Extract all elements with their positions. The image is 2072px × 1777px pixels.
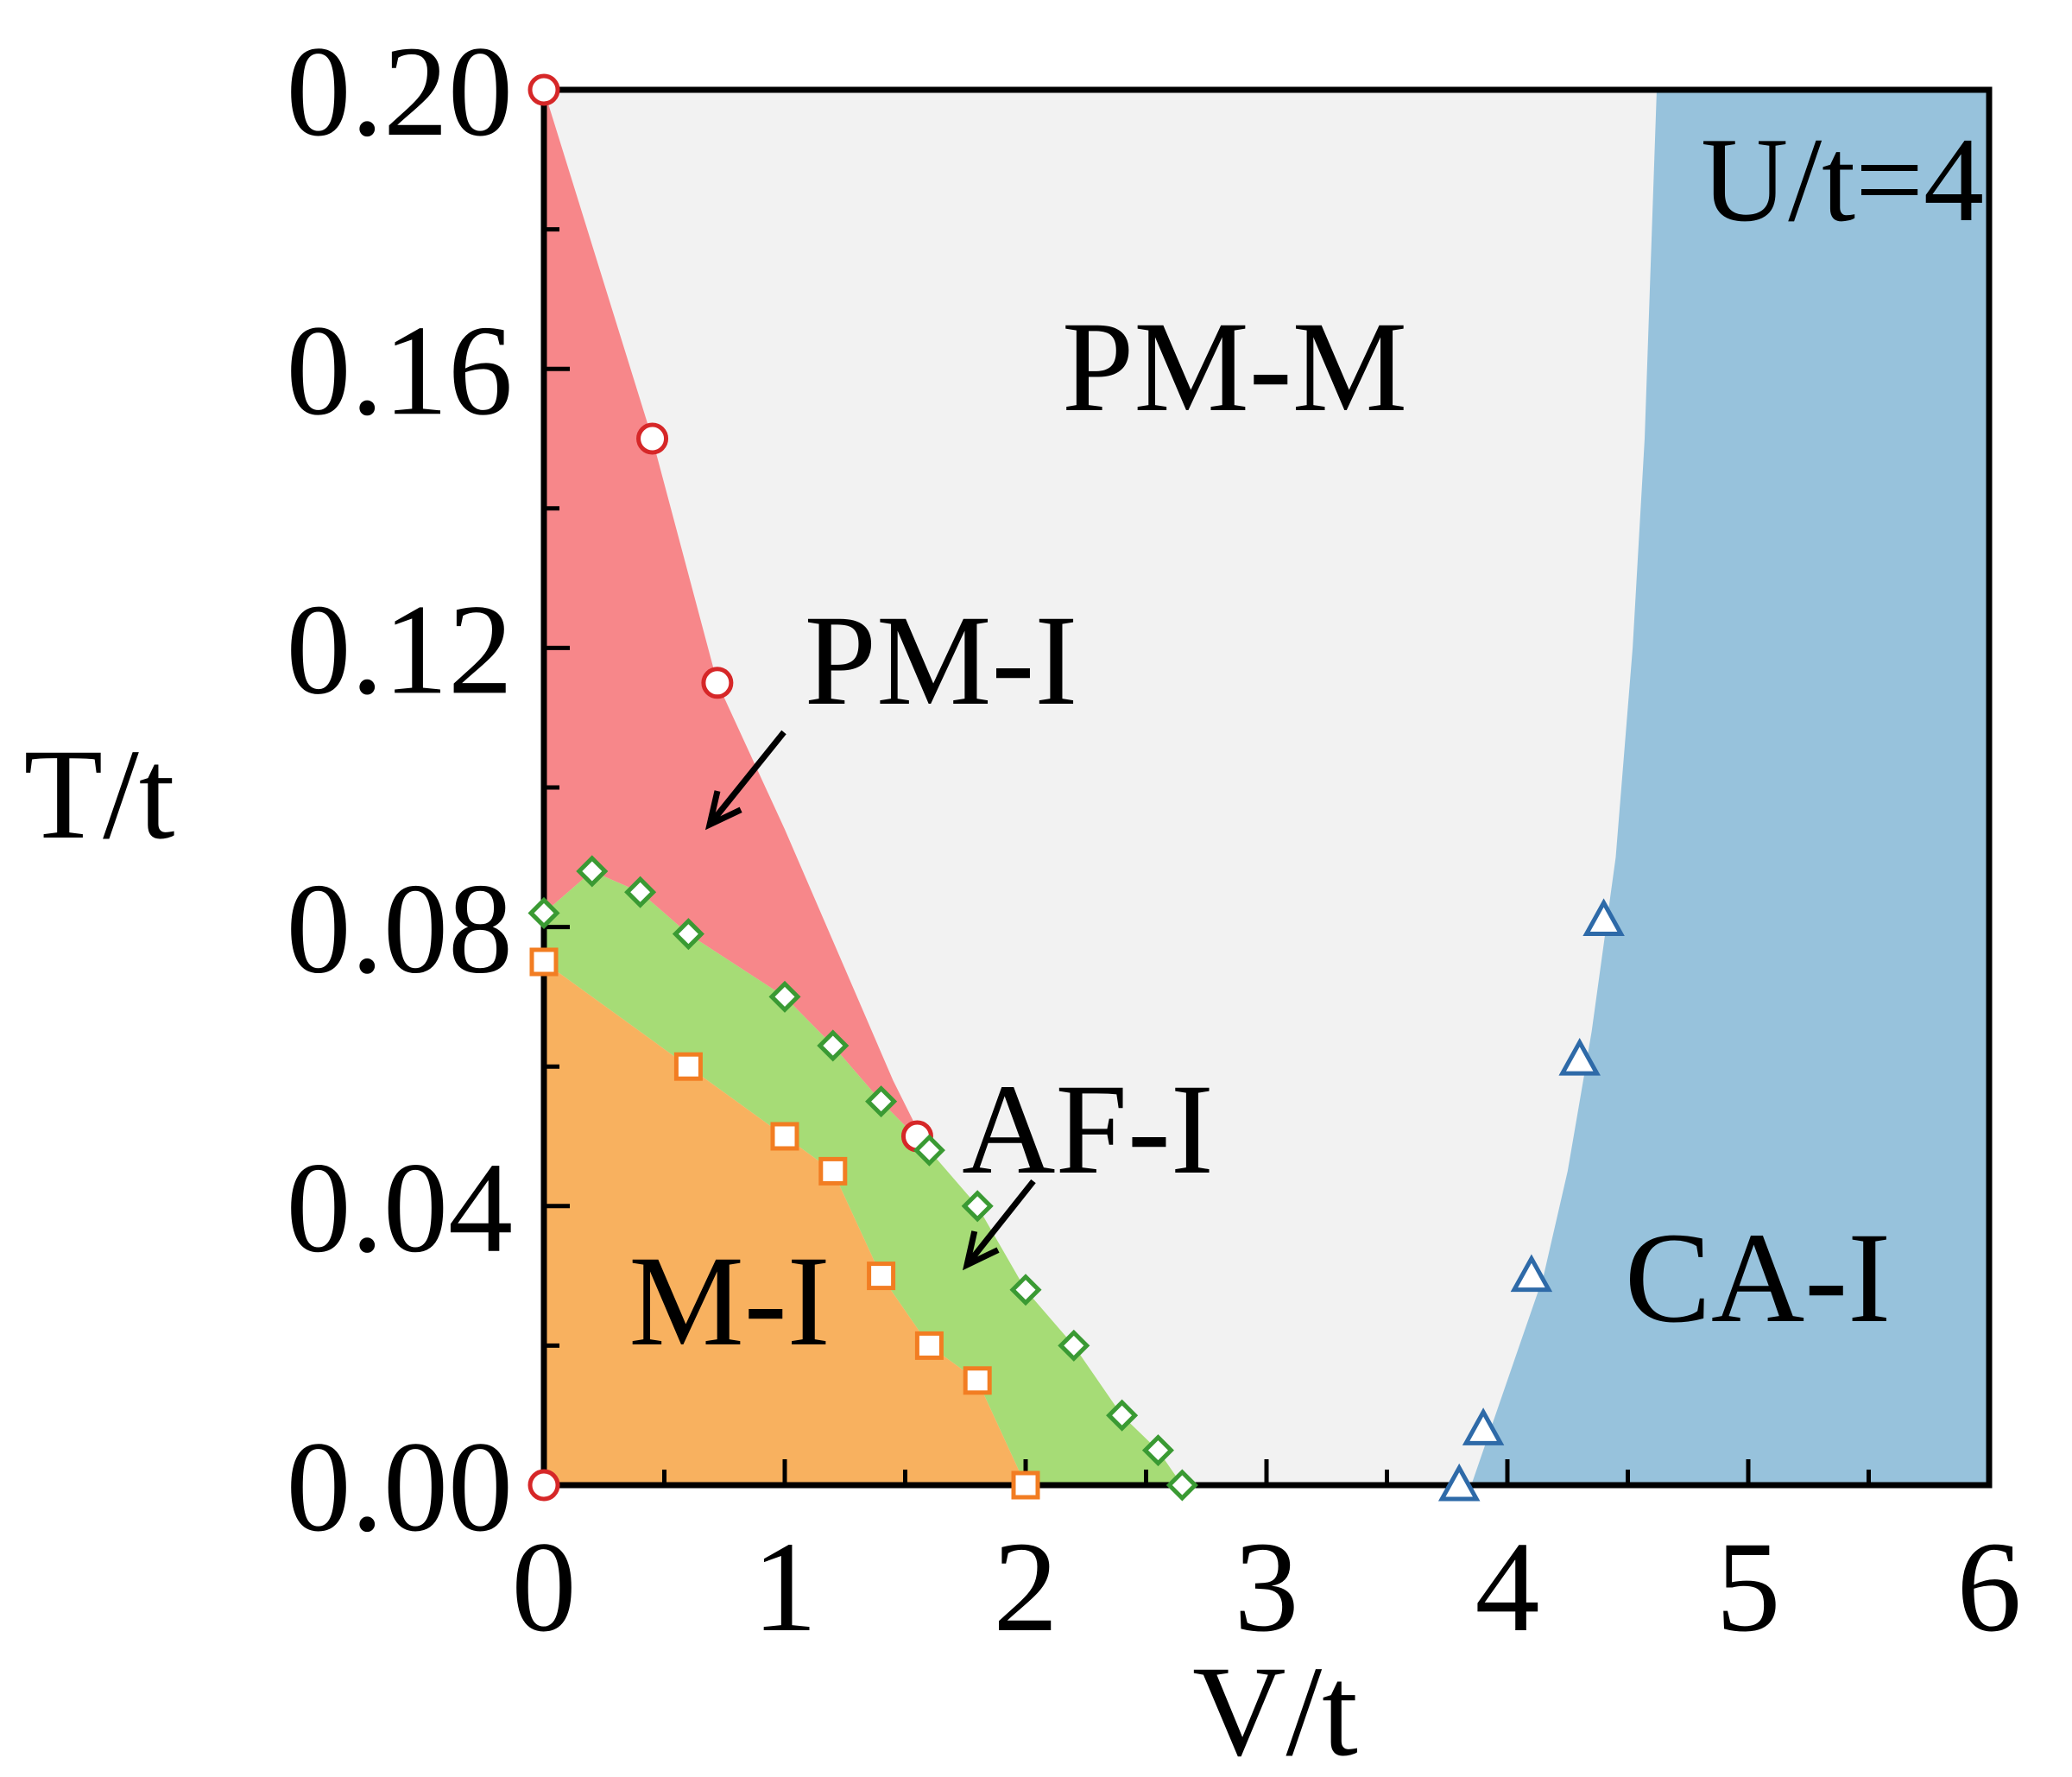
x-axis-title: V/t bbox=[1192, 1640, 1358, 1777]
y-tick-label: 0.16 bbox=[287, 299, 514, 442]
arrow-pm-i bbox=[704, 730, 786, 831]
x-tick-label: 1 bbox=[753, 1515, 818, 1659]
triangle-point bbox=[1437, 1463, 1481, 1502]
region-label-ca-i: CA-I bbox=[1625, 1206, 1891, 1350]
square-point bbox=[867, 1262, 896, 1291]
annotation-u-t: U/t=4 bbox=[1701, 113, 1984, 247]
circle-point bbox=[527, 73, 560, 106]
circle-point bbox=[701, 667, 734, 699]
diamond-point bbox=[1009, 1274, 1042, 1306]
text-labels: 0 1 2 3 4 5 6 0.00 0.04 0.08 0.12 0.16 0.20 V/t T/t U/t… bbox=[24, 20, 2022, 1777]
circle-point bbox=[636, 422, 669, 455]
region-label-af-i: AF-I bbox=[962, 1058, 1214, 1201]
circle-point bbox=[527, 1469, 560, 1502]
region-m-i bbox=[544, 962, 1026, 1485]
square-point bbox=[1011, 1470, 1040, 1500]
x-tick-label: 0 bbox=[512, 1515, 577, 1659]
square-point bbox=[673, 1052, 703, 1081]
region-ca-i bbox=[1471, 90, 1989, 1485]
y-tick-label: 0.00 bbox=[287, 1415, 514, 1559]
square-point bbox=[818, 1156, 848, 1186]
square-point bbox=[770, 1122, 799, 1151]
y-tick-label: 0.04 bbox=[287, 1136, 514, 1280]
plot-frame bbox=[540, 86, 1993, 1489]
data-markers bbox=[527, 73, 1625, 1502]
arrow-head bbox=[962, 1230, 1000, 1271]
diamond-point bbox=[1166, 1469, 1198, 1502]
diamond-point bbox=[768, 980, 801, 1013]
y-tick-label: 0.20 bbox=[287, 20, 514, 163]
diamond-point bbox=[961, 1190, 994, 1223]
x-tick-label: 4 bbox=[1475, 1515, 1540, 1659]
diamond-point bbox=[527, 896, 560, 929]
triangle-point bbox=[1462, 1407, 1505, 1445]
triangle-point bbox=[1510, 1254, 1553, 1293]
arrow-af-i bbox=[962, 1179, 1036, 1271]
y-tick-label: 0.08 bbox=[287, 857, 514, 1001]
region-label-pm-i: PM-I bbox=[805, 589, 1078, 732]
triangle-point bbox=[1582, 898, 1625, 937]
diamond-point bbox=[865, 1085, 898, 1118]
square-point bbox=[963, 1366, 992, 1395]
diamond-point bbox=[624, 876, 657, 908]
x-tick-label: 6 bbox=[1957, 1515, 2022, 1659]
y-axis-title: T/t bbox=[24, 723, 175, 866]
diamond-point bbox=[1141, 1434, 1174, 1467]
region-af-i bbox=[544, 871, 1183, 1485]
square-point bbox=[914, 1331, 944, 1360]
diamond-point bbox=[913, 1134, 945, 1167]
region-label-m-i: M-I bbox=[629, 1230, 830, 1373]
y-tick-label: 0.12 bbox=[287, 578, 514, 721]
arrow-head bbox=[704, 790, 742, 831]
diamond-point bbox=[1106, 1399, 1139, 1432]
square-point bbox=[529, 947, 559, 977]
diamond-point bbox=[672, 918, 704, 951]
arrow-shaft bbox=[964, 1179, 1036, 1268]
diamond-point bbox=[576, 855, 609, 888]
triangle-point bbox=[1558, 1037, 1601, 1076]
label-arrows bbox=[704, 730, 1036, 1271]
diamond-point bbox=[817, 1029, 850, 1062]
diamond-point bbox=[1058, 1329, 1090, 1362]
x-tick-label: 5 bbox=[1716, 1515, 1781, 1659]
region-label-pm-m: PM-M bbox=[1062, 295, 1407, 439]
x-tick-label: 3 bbox=[1235, 1515, 1299, 1659]
x-tick-label: 2 bbox=[994, 1515, 1058, 1659]
arrow-shaft bbox=[707, 730, 786, 827]
